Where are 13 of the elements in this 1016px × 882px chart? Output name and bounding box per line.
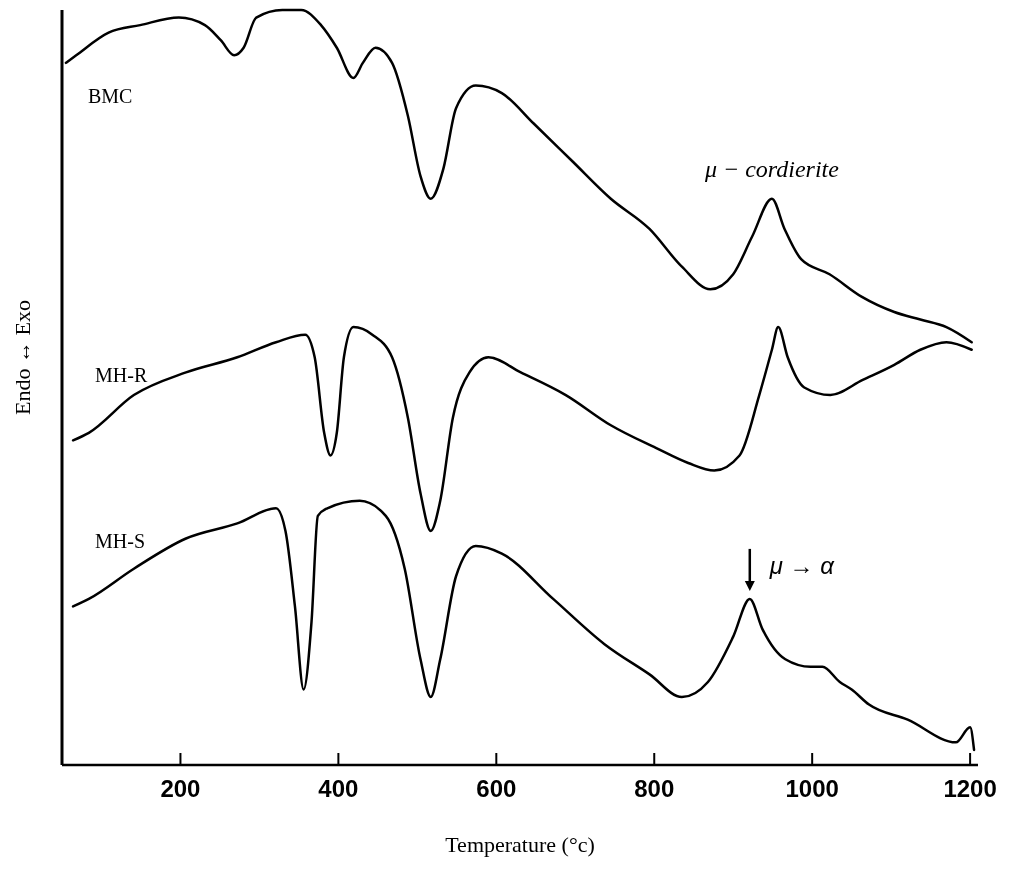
series-label: MH-R	[95, 364, 148, 387]
series-label: MH-S	[95, 530, 146, 553]
x-tick-label: 1000	[785, 775, 839, 802]
annotation: μ − cordierite	[703, 155, 840, 182]
x-tick-label: 1200	[943, 775, 997, 802]
y-axis-title: Endo ↔ Exo	[10, 300, 35, 415]
x-tick-label: 200	[160, 775, 201, 802]
annotation: μ → α	[768, 551, 836, 579]
x-tick-label: 600	[476, 775, 517, 802]
x-tick-label: 400	[318, 775, 359, 802]
x-tick-label: 800	[634, 775, 675, 802]
series-label: BMC	[87, 84, 133, 107]
x-axis-title: Temperature (°c)	[445, 832, 595, 857]
